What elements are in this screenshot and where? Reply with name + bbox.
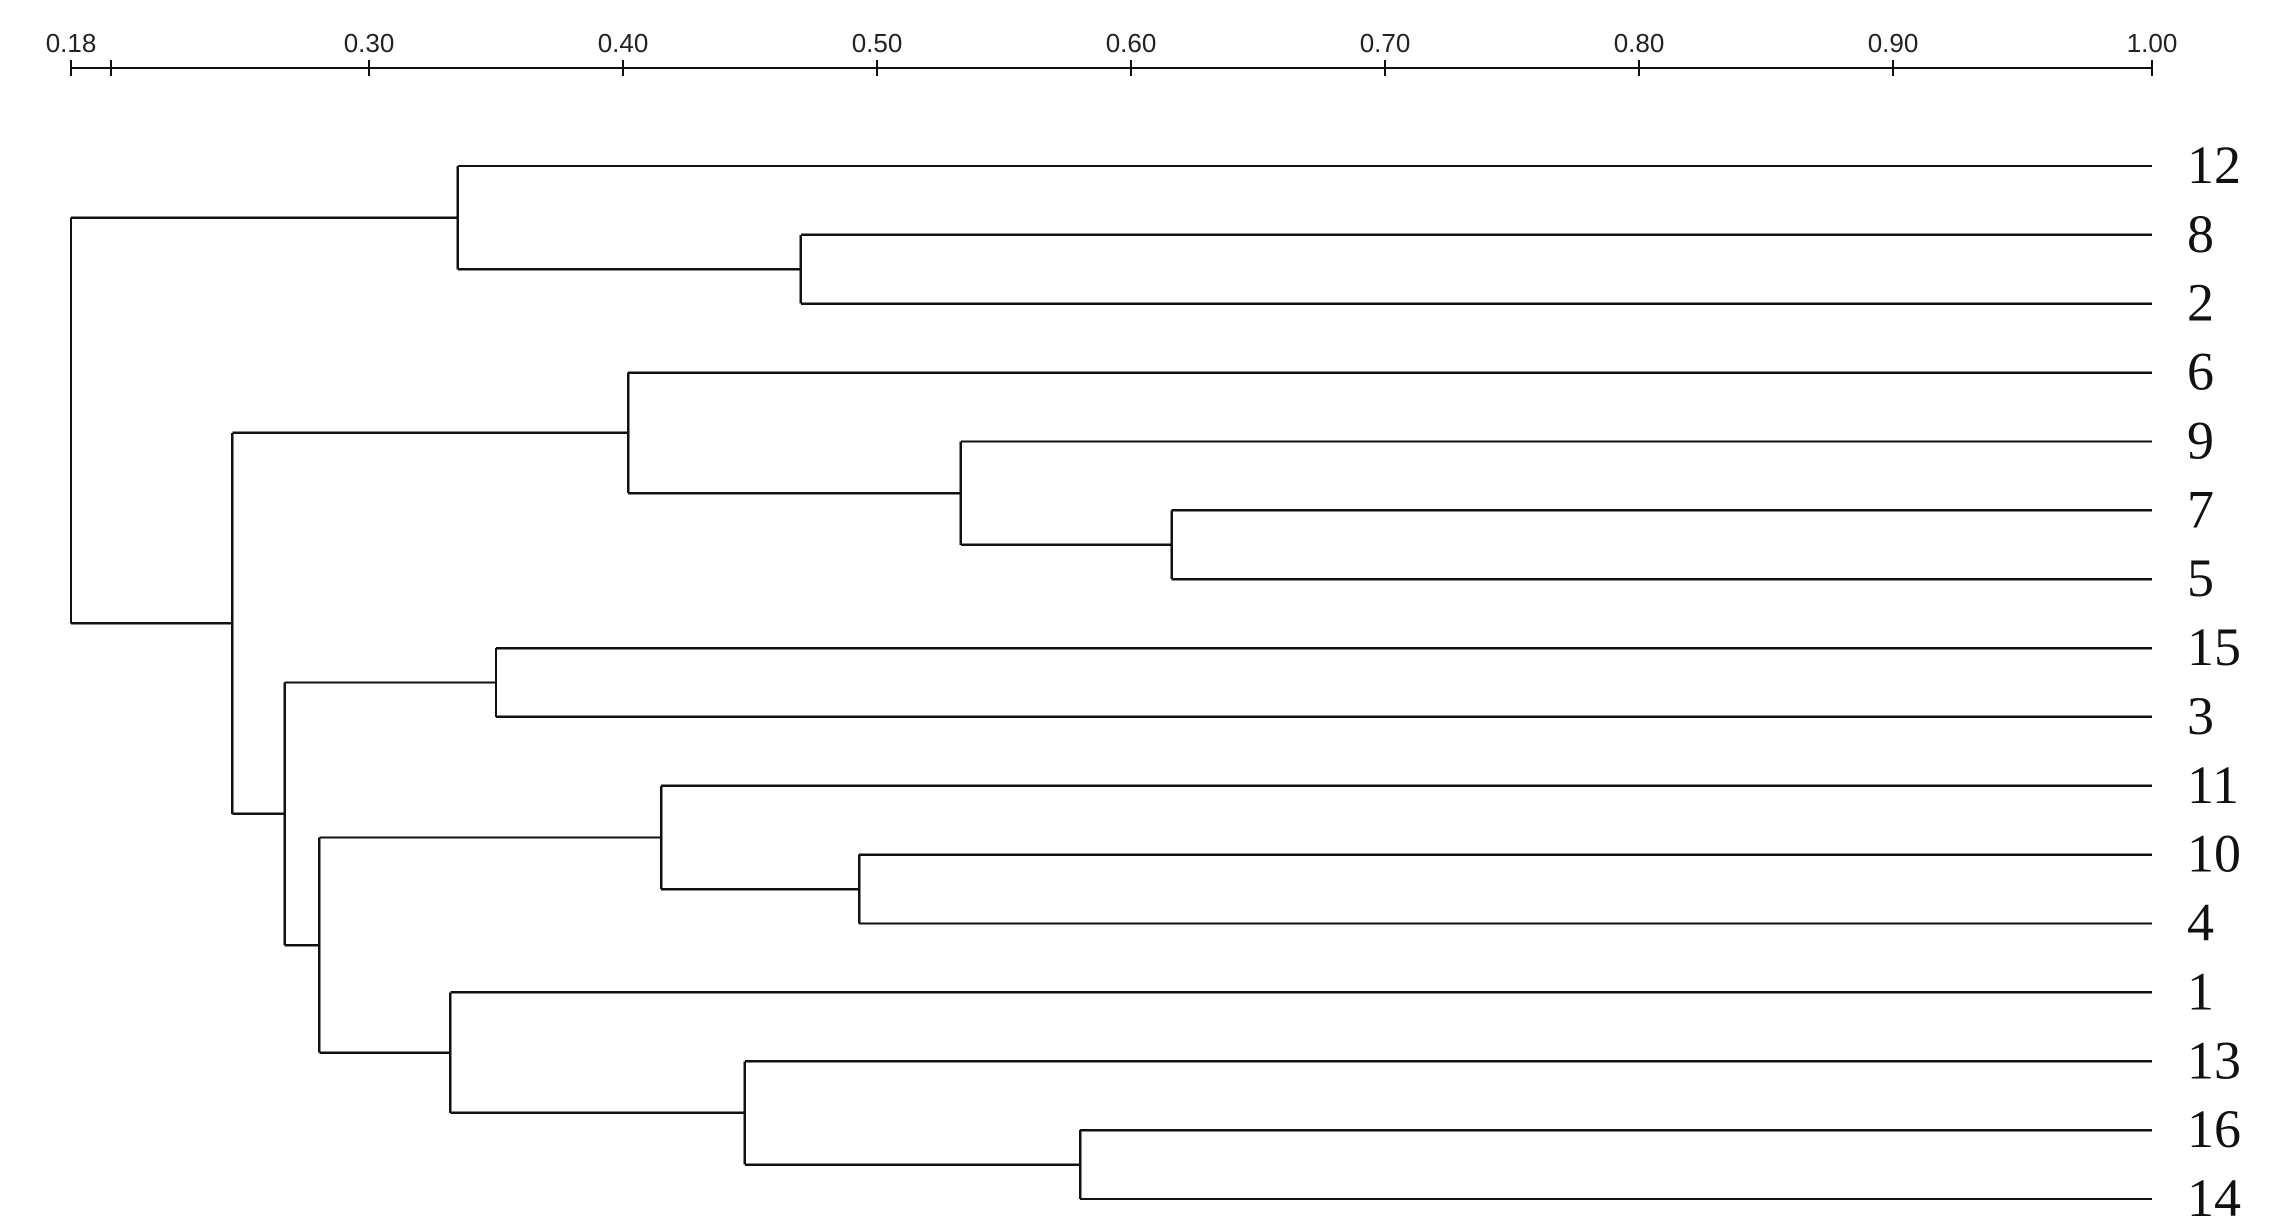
axis-tick-label: 0.40	[598, 28, 649, 58]
leaf-label: 15	[2187, 617, 2241, 677]
leaf-label: 12	[2187, 135, 2241, 195]
leaf-label: 14	[2187, 1168, 2241, 1222]
axis-tick-label: 0.50	[852, 28, 903, 58]
leaf-label: 10	[2187, 824, 2241, 884]
leaf-label: 5	[2187, 548, 2214, 608]
axis-tick-label: 1.00	[2127, 28, 2178, 58]
similarity-axis: 0.18 0.30 0.40 0.50 0.60 0.70 0.80 0.90 1.00	[46, 28, 2178, 76]
leaf-label: 3	[2187, 686, 2214, 746]
dendrogram-branches	[69, 164, 2152, 1201]
leaf-label: 1	[2187, 961, 2214, 1021]
axis-tick-label: 0.70	[1360, 28, 1411, 58]
leaf-label: 13	[2187, 1030, 2241, 1090]
leaf-labels: 12 8 2 6 9 7 5 15 3 11 10 4 1 13 16 14	[2187, 135, 2241, 1222]
leaf-label: 11	[2187, 755, 2239, 815]
axis-tick-label: 0.90	[1868, 28, 1919, 58]
leaf-label: 16	[2187, 1099, 2241, 1159]
leaf-label: 8	[2187, 204, 2214, 264]
axis-tick-label: 0.18	[46, 28, 97, 58]
axis-tick-label: 0.80	[1614, 28, 1665, 58]
leaf-label: 4	[2187, 893, 2214, 953]
leaf-label: 6	[2187, 342, 2214, 402]
leaf-label: 7	[2187, 479, 2214, 539]
axis-tick-label: 0.30	[344, 28, 395, 58]
leaf-label: 2	[2187, 273, 2214, 333]
leaf-label: 9	[2187, 410, 2214, 470]
axis-tick-label: 0.60	[1106, 28, 1157, 58]
